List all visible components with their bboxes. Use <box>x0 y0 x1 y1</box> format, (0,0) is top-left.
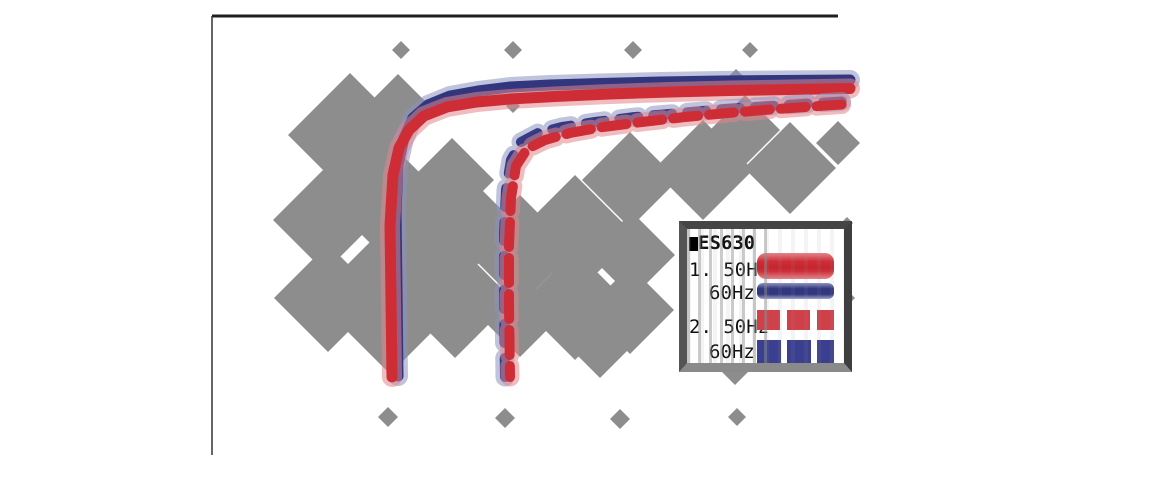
legend-item-2-50hz-label: 2. 50Hz <box>689 316 770 338</box>
legend-line-sample-blue-solid <box>757 283 834 299</box>
legend-line-sample-red-solid <box>757 253 834 279</box>
legend-title-marker-icon <box>689 237 698 251</box>
curve-1-50hz <box>384 83 856 383</box>
plot-frame <box>211 14 838 455</box>
legend-body: ES630 1. 50Hz 60Hz 2. 50Hz 60Hz <box>687 229 844 363</box>
grid-diamond <box>816 121 860 165</box>
grid-diamond <box>728 408 746 426</box>
grid-diamond <box>582 132 678 228</box>
performance-curves <box>380 70 860 387</box>
grid-diamond <box>589 212 675 298</box>
grid-diamond <box>495 408 515 428</box>
legend-item-1-60hz-label: 60Hz <box>709 282 755 304</box>
legend: ES630 1. 50Hz 60Hz 2. 50Hz 60Hz <box>679 221 852 372</box>
legend-item-2-60hz-label: 60Hz <box>709 341 755 363</box>
grid-diamond <box>397 242 513 358</box>
grid-diamond <box>744 122 836 214</box>
grid-diamond <box>624 41 642 59</box>
grid-diamond <box>742 42 758 58</box>
grid-diamond <box>610 409 630 429</box>
curve-2-50hz <box>504 99 855 382</box>
legend-title-text: ES630 <box>698 232 756 254</box>
grid-diamond <box>586 266 674 354</box>
grid-diamond <box>378 407 398 427</box>
grid-diamond <box>504 41 522 59</box>
legend-line-sample-blue-dashed <box>757 340 834 363</box>
legend-line-sample-red-dashed <box>757 310 834 330</box>
grid-diamond <box>392 41 410 59</box>
legend-title: ES630 <box>689 234 755 253</box>
